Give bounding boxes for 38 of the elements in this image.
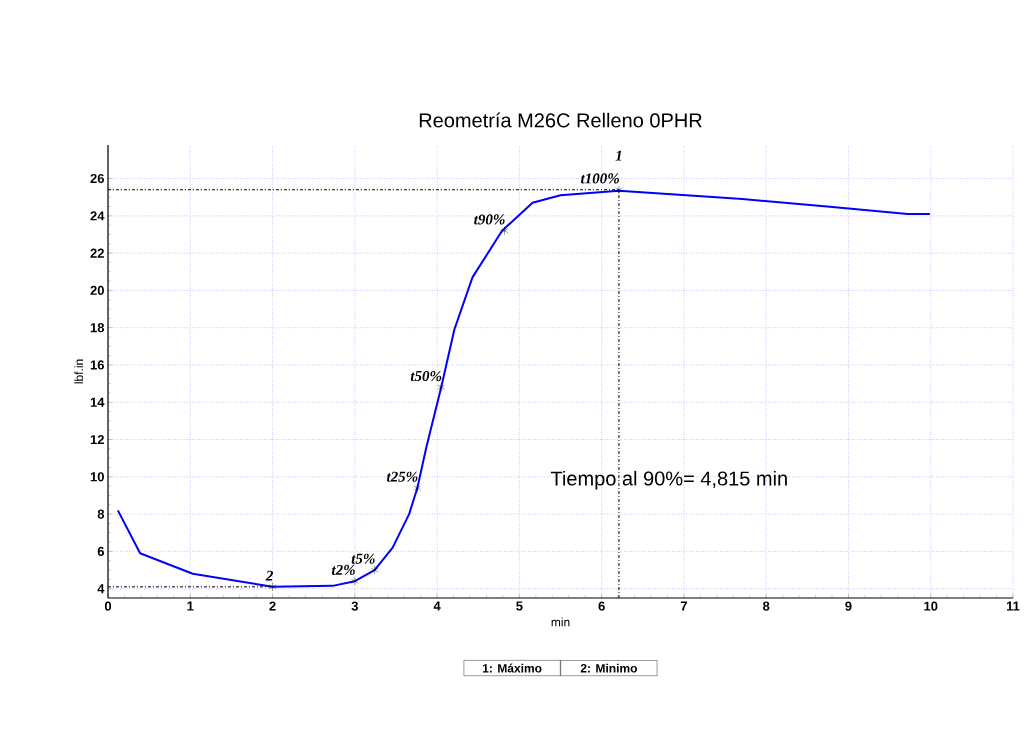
annotation: 2 (265, 570, 273, 581)
x-tick-label: 1 (187, 601, 194, 611)
y-tick-label: 20 (90, 285, 104, 295)
y-axis-title: lbf.in (74, 359, 84, 384)
annotation: t90% (474, 214, 505, 225)
y-tick-label: 12 (90, 434, 104, 445)
y-tick-label: 22 (90, 248, 104, 258)
annotation: t5% (351, 553, 375, 564)
annotation: t25% (386, 471, 418, 482)
x-tick-label: 11 (1006, 601, 1020, 611)
x-tick-label: 10 (924, 601, 938, 611)
x-tick-label: 3 (351, 601, 358, 611)
annotation: 1 (615, 150, 622, 161)
text: 1: Máximo (482, 663, 542, 673)
x-tick-label: 8 (762, 601, 770, 611)
text: 2: Minimo (580, 663, 637, 673)
y-tick-label: 18 (90, 323, 105, 333)
y-tick-label: 26 (90, 173, 104, 184)
chart-title: Reometría M26C Relleno 0PHR (419, 112, 702, 128)
x-tick-label: 7 (680, 601, 687, 611)
x-tick-label: 0 (104, 601, 112, 611)
y-tick-label: 6 (97, 546, 104, 556)
annotation: t2% (331, 564, 355, 576)
y-tick-label: 8 (97, 509, 105, 519)
y-tick-label: 14 (90, 397, 105, 407)
x-tick-label: 9 (845, 601, 852, 611)
x-axis-title: min (551, 617, 570, 627)
x-tick-label: 6 (598, 601, 605, 611)
x-tick-label: 4 (433, 601, 441, 611)
annotation: Tiempo al 90%= 4,815 min (550, 470, 787, 490)
x-tick-label: 5 (516, 601, 523, 611)
y-tick-label: 24 (90, 211, 105, 221)
y-tick-label: 16 (90, 360, 104, 370)
y-tick-label: 4 (97, 584, 105, 594)
annotation: t50% (410, 370, 442, 382)
annotation: t100% (581, 173, 619, 184)
x-tick-label: 2 (269, 601, 276, 611)
y-tick-label: 10 (90, 472, 104, 482)
